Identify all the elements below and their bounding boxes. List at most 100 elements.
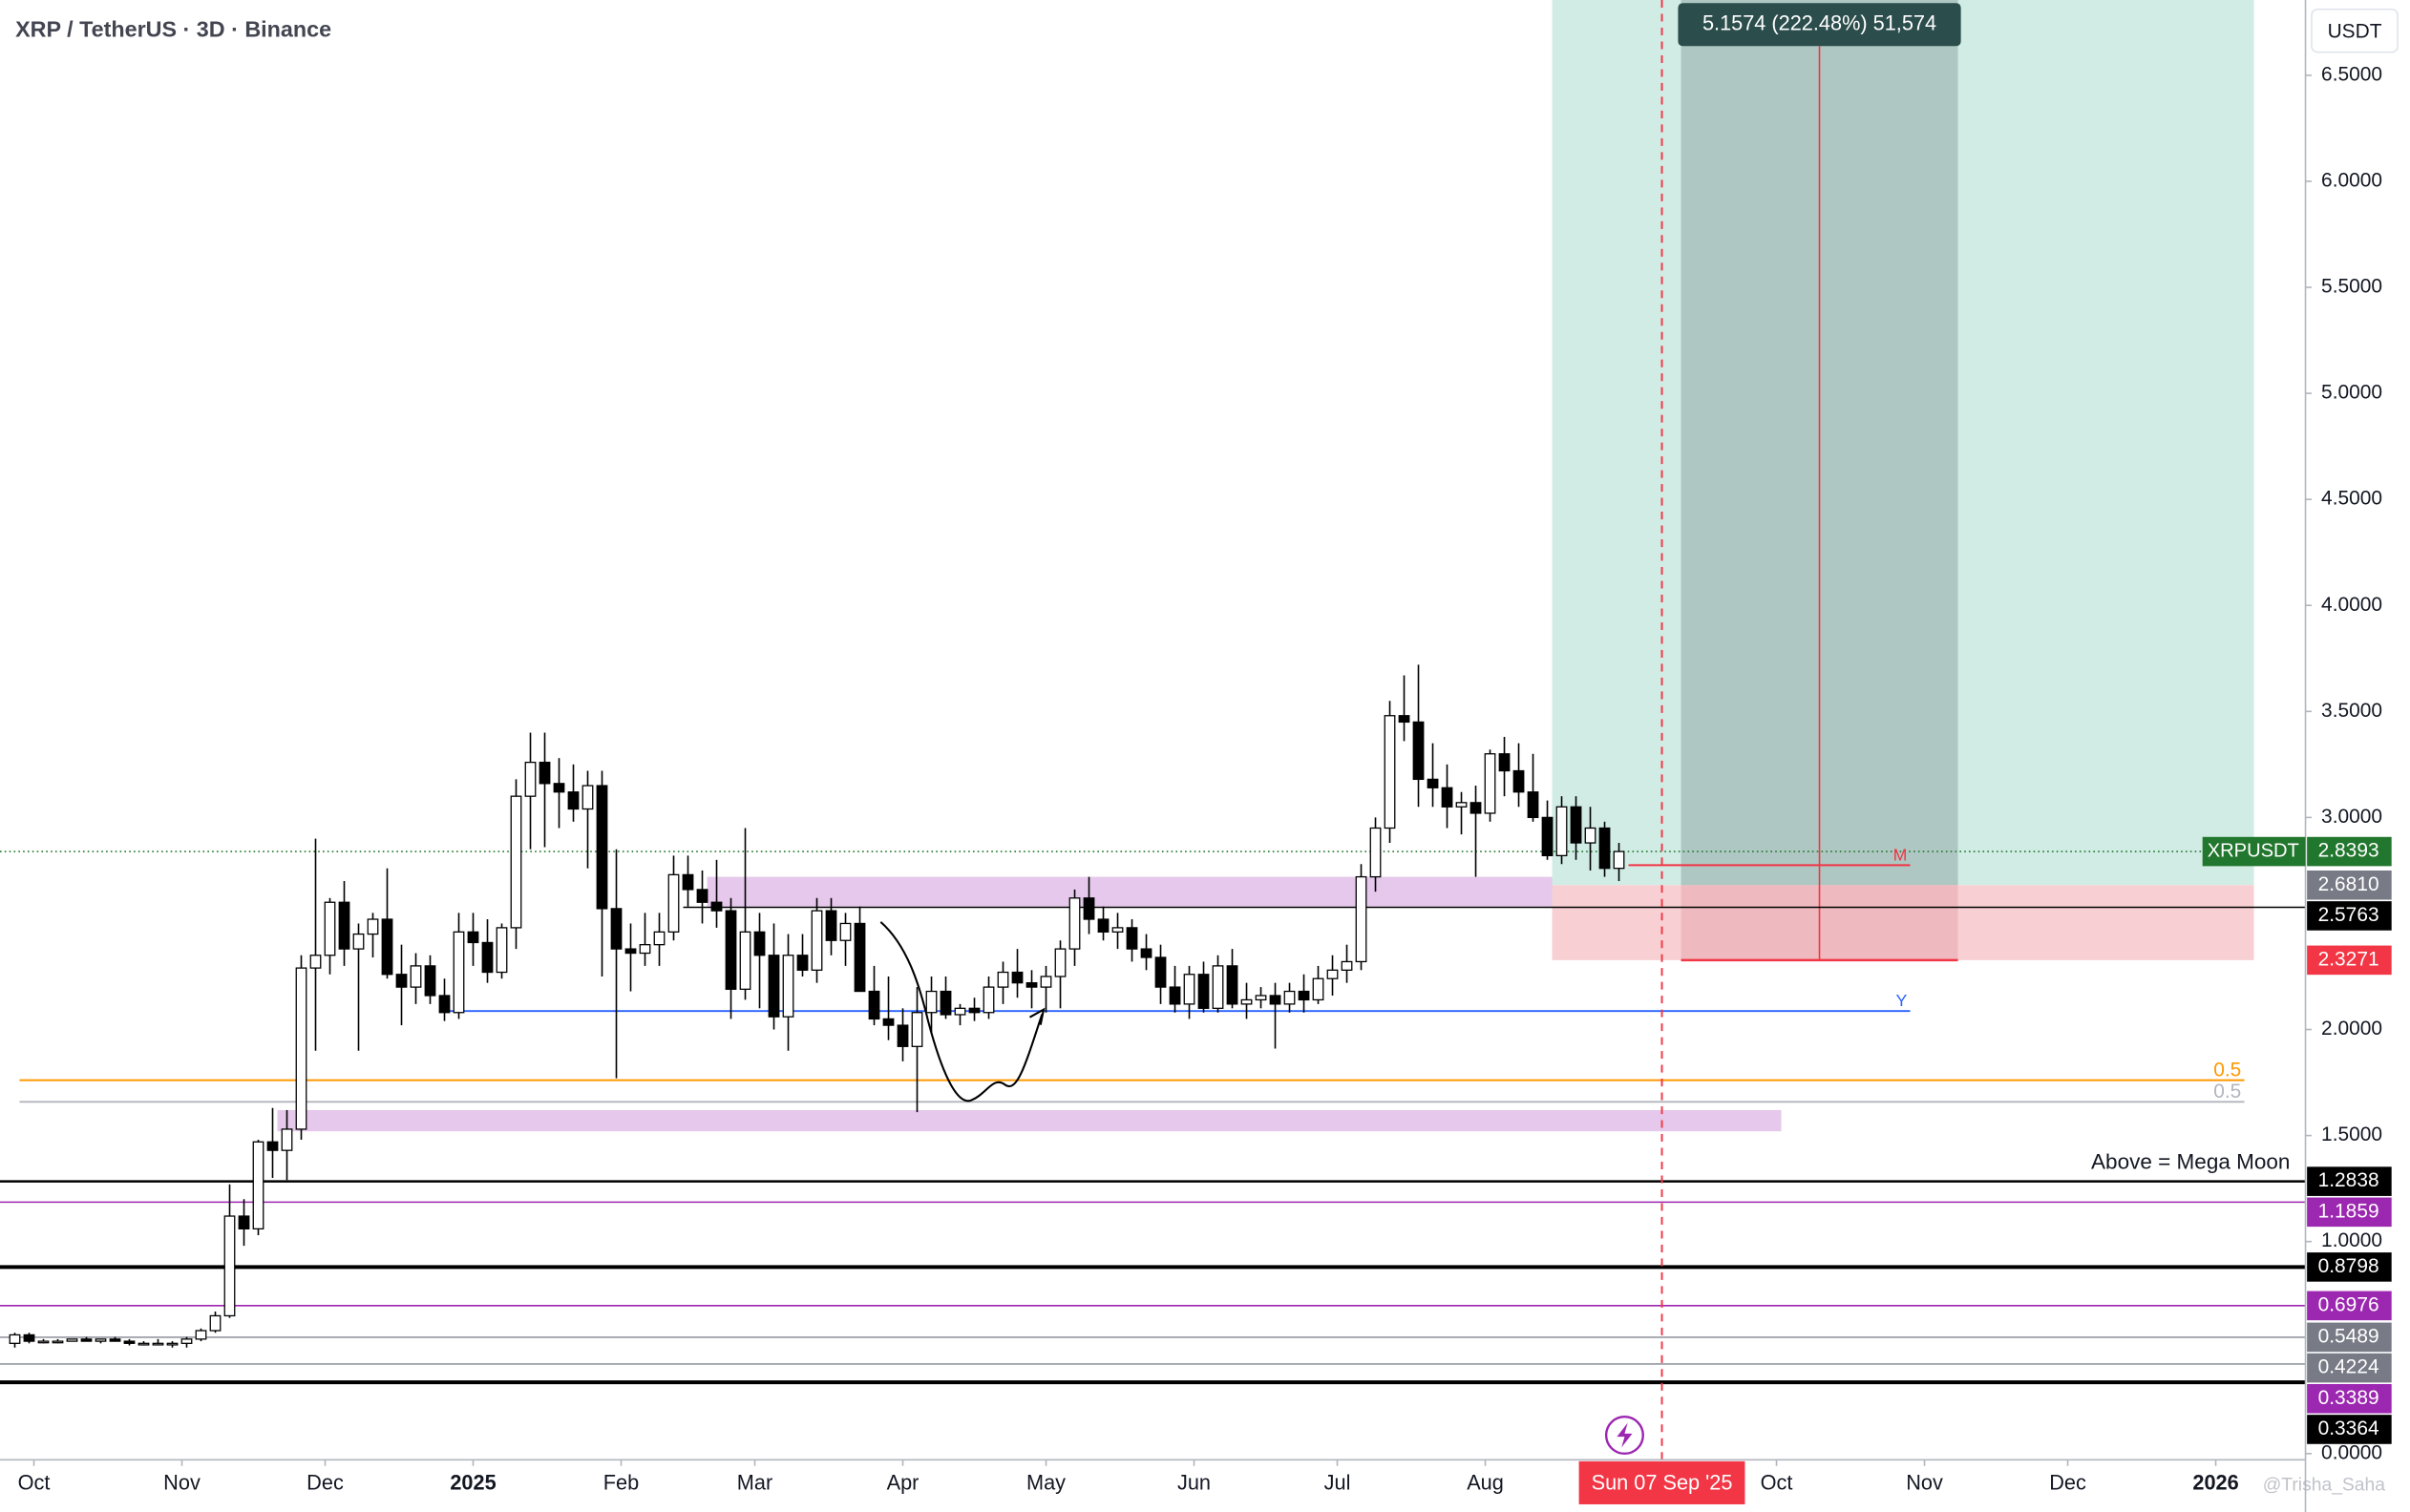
level-tag-label: 2.6810 xyxy=(2318,873,2379,895)
candle-body xyxy=(281,1128,293,1151)
candle-body xyxy=(152,1342,164,1346)
candle-body xyxy=(195,1330,207,1340)
candle-body xyxy=(1269,995,1281,1005)
level-tag xyxy=(2307,1383,2392,1414)
candle-body xyxy=(624,948,637,955)
candle-body xyxy=(137,1342,150,1346)
candle-body xyxy=(37,1340,50,1344)
candle-body xyxy=(968,1007,981,1014)
candle-body xyxy=(682,873,694,891)
level-tag xyxy=(2307,1166,2392,1196)
candle-body xyxy=(424,965,436,997)
candle-body xyxy=(1226,965,1238,1005)
annotated-line-label: Y xyxy=(1896,991,1908,1010)
level-note: Above = Mega Moon xyxy=(2091,1149,2290,1173)
annotated-line-label: 0.5 xyxy=(2213,1059,2241,1081)
candle-body xyxy=(395,974,408,988)
candle-body xyxy=(338,901,350,950)
candle-body xyxy=(1040,976,1052,988)
axis-layer: 0.0000 1.0000 1.5000 2.0000 3.0000 3.5000 4.00… xyxy=(18,63,2392,1504)
level-tag-label: 0.6976 xyxy=(2318,1293,2379,1315)
candle-body xyxy=(1111,927,1124,933)
candle-body xyxy=(309,955,322,969)
overlay-layer: 5.1574 (222.48%) 51,574 Above = Mega Moon… xyxy=(1660,0,2290,1460)
candle-body xyxy=(710,901,723,912)
candle-body xyxy=(324,901,336,956)
level-tag xyxy=(2307,1415,2392,1444)
candle-body xyxy=(839,922,852,941)
level-tag-label: 0.8798 xyxy=(2318,1255,2379,1277)
candle-body xyxy=(524,761,537,797)
candle-body xyxy=(667,873,680,933)
y-tick-label: 3.5000 xyxy=(2321,700,2382,722)
candle-body xyxy=(23,1334,35,1342)
annotated-line-label: M xyxy=(1893,845,1908,864)
x-tick-label: Mar xyxy=(737,1471,772,1495)
candle-body xyxy=(410,965,422,988)
level-tag-label: 1.1859 xyxy=(2318,1200,2379,1222)
candle-body xyxy=(997,971,1009,988)
level-tag-label: 1.2838 xyxy=(2318,1169,2379,1191)
event-icon-bolt xyxy=(1617,1422,1633,1448)
line-layer xyxy=(0,850,2306,1385)
candle-body xyxy=(1011,971,1024,984)
level-tag xyxy=(2307,1291,2392,1321)
axis-unit: USDT xyxy=(2328,20,2382,42)
candle-body xyxy=(367,918,379,935)
candle-body xyxy=(1097,918,1110,933)
candle-body xyxy=(811,910,823,971)
candle-body xyxy=(1312,977,1324,1001)
candle-body xyxy=(1169,986,1181,1005)
y-tick-label: 1.0000 xyxy=(2321,1229,2382,1251)
candle-body xyxy=(1240,998,1253,1005)
candle-body xyxy=(1555,806,1568,857)
candle-body xyxy=(467,931,479,944)
candle-body xyxy=(1212,965,1224,1009)
candle-body xyxy=(1584,827,1596,844)
candle-body xyxy=(1441,787,1453,808)
candle-body xyxy=(753,931,766,956)
x-tick-label: Aug xyxy=(1467,1471,1504,1495)
x-tick-label: 2026 xyxy=(2192,1471,2238,1495)
candle-body xyxy=(1527,791,1539,819)
candle-body xyxy=(1498,753,1511,772)
candle-body xyxy=(553,783,565,793)
candle-body xyxy=(352,933,365,950)
candle-body xyxy=(1283,990,1296,1005)
candle-body xyxy=(983,986,995,1014)
unit-box[interactable] xyxy=(2311,8,2399,53)
candle-body xyxy=(868,990,880,1020)
candle-body xyxy=(739,931,751,990)
candle-body xyxy=(209,1314,222,1332)
level-tag xyxy=(2307,1197,2392,1228)
y-tick-label: 4.0000 xyxy=(2321,594,2382,616)
candle-body xyxy=(696,889,708,903)
candle-body xyxy=(453,931,465,1014)
price-tag-label: 2.8393 xyxy=(2318,840,2379,862)
y-tick-label: 3.0000 xyxy=(2321,806,2382,828)
price-axis-background xyxy=(2305,0,2410,1512)
candle-body xyxy=(596,785,608,910)
x-tick-label: Nov xyxy=(163,1471,201,1495)
candle-body xyxy=(123,1340,136,1344)
candle-body xyxy=(1469,802,1482,814)
candle-body xyxy=(610,908,623,950)
supply-zone xyxy=(707,876,1553,907)
candle-body xyxy=(1025,982,1038,988)
candle-body xyxy=(295,967,307,1130)
candle-body xyxy=(481,941,494,974)
crosshair-date: Sun 07 Sep '25 xyxy=(1592,1471,1733,1495)
level-tag xyxy=(2307,1353,2392,1383)
candle-body xyxy=(1197,974,1210,1009)
level-tag-label: 2.5763 xyxy=(2318,904,2379,926)
candle-body xyxy=(539,761,551,785)
candle-body xyxy=(882,1018,895,1026)
y-tick-label: 5.5000 xyxy=(2321,276,2382,298)
y-tick-label: 0.0000 xyxy=(2321,1441,2382,1463)
candle-body xyxy=(95,1338,107,1342)
candle-body xyxy=(854,922,866,993)
candle-body xyxy=(1541,816,1554,857)
candle-body xyxy=(381,918,393,976)
candle-body xyxy=(897,1024,909,1047)
